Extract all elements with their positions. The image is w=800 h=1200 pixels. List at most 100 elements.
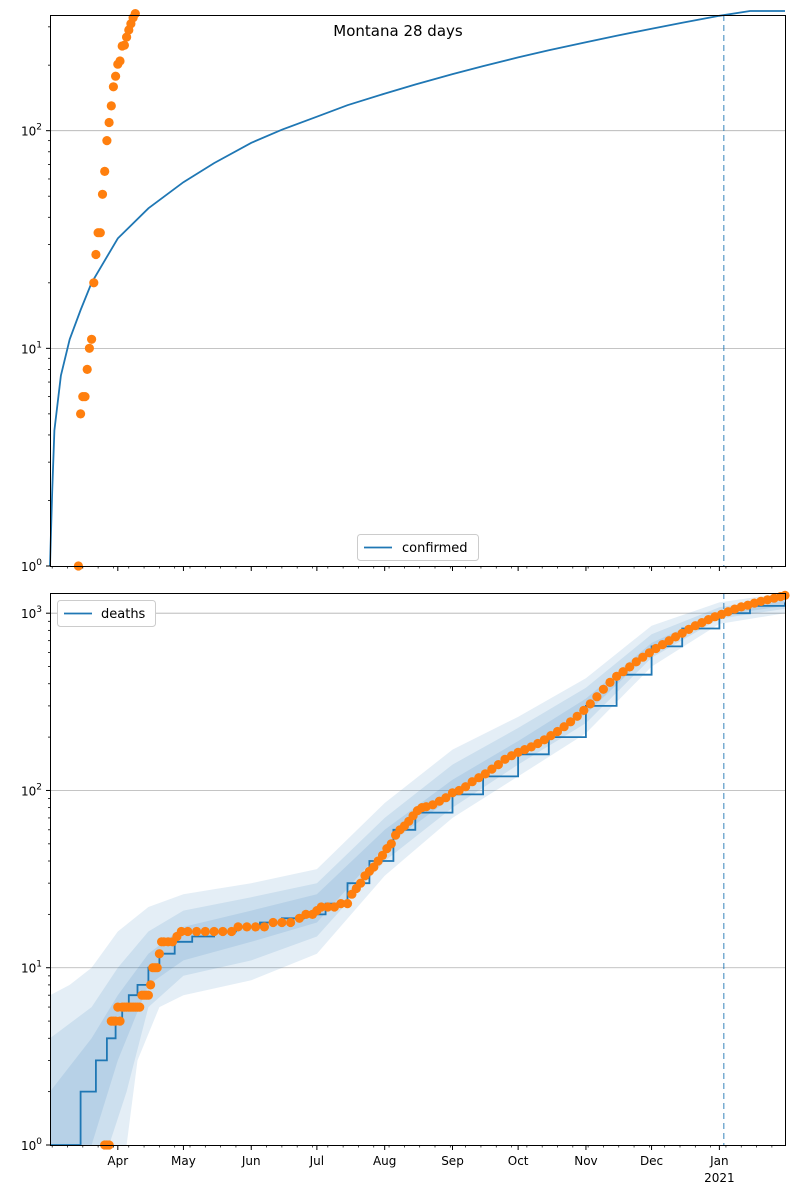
top-legend-label: confirmed: [402, 541, 468, 556]
bottom-data-point: [605, 677, 615, 688]
uncertainty-band-middle: [50, 597, 785, 1145]
bottom-data-point: [612, 671, 622, 682]
bottom-data-point: [143, 990, 153, 1000]
top-data-point: [76, 409, 86, 419]
x-year-label: 2021: [704, 1171, 735, 1185]
top-data-point: [89, 278, 99, 288]
bottom-legend-box: [57, 600, 156, 627]
bottom-data-point: [146, 980, 156, 990]
top-data-point: [91, 249, 101, 260]
bottom-data-point: [218, 926, 228, 937]
top-data-point: [87, 334, 97, 344]
top-data-point: [97, 189, 108, 199]
bottom-data-point: [579, 705, 589, 716]
bottom-data-point: [251, 922, 261, 932]
bottom-data-point: [552, 726, 563, 737]
bottom-data-point: [566, 717, 576, 727]
bottom-data-point: [480, 769, 490, 779]
bottom-data-point: [559, 722, 569, 732]
bottom-data-point: [154, 949, 164, 959]
top-data-point: [102, 136, 112, 146]
bottom-scatter-points: [100, 590, 790, 1150]
bottom-data-point: [152, 963, 162, 973]
bottom-data-point: [441, 793, 451, 803]
x-tick-label: May: [171, 1154, 196, 1168]
bottom-data-point: [386, 839, 396, 849]
bottom-data-point: [316, 902, 326, 912]
top-data-point: [82, 364, 92, 374]
bottom-data-point: [618, 667, 628, 677]
top-series: [49, 10, 785, 567]
bottom-data-point: [115, 1016, 125, 1026]
top-data-point: [119, 40, 129, 50]
x-tick-label: Aug: [373, 1154, 396, 1168]
top-data-point: [80, 392, 90, 402]
x-tick-label: Apr: [107, 1154, 128, 1168]
bottom-data-point: [176, 926, 186, 937]
bottom-data-point: [209, 926, 219, 937]
top-data-point: [84, 343, 94, 353]
bottom-data-point: [323, 902, 333, 912]
bottom-data-point: [342, 899, 353, 909]
bottom-legend-label: deaths: [101, 607, 146, 622]
top-data-point: [95, 228, 105, 238]
top-data-point: [122, 32, 132, 42]
bottom-data-point: [461, 782, 471, 792]
x-tick-label: Jul: [309, 1154, 324, 1168]
top-scatter-points: [73, 9, 140, 571]
x-tick-label: Jan: [709, 1154, 729, 1168]
bottom-data-point: [233, 922, 243, 932]
bottom-data-point: [336, 899, 346, 909]
top-confirmed-line: [49, 10, 785, 567]
bottom-uncertainty-bands: [50, 593, 785, 1145]
bottom-data-point: [286, 917, 296, 928]
bottom-data-point: [356, 878, 366, 888]
x-tick-label: Nov: [574, 1154, 597, 1168]
bottom-data-point: [487, 764, 497, 774]
top-chart-title: Montana 28 days: [333, 22, 463, 40]
bottom-data-point: [227, 926, 237, 937]
bottom-data-point: [135, 1002, 145, 1012]
top-data-point: [106, 101, 116, 111]
bottom-data-point: [242, 922, 252, 932]
bottom-data-point: [598, 684, 609, 694]
bottom-gridlines: [50, 612, 785, 969]
bottom-data-point: [631, 657, 641, 667]
bottom-data-point: [259, 922, 269, 932]
bottom-data-point: [644, 648, 655, 658]
x-tick-label: Dec: [640, 1154, 663, 1168]
bottom-data-point: [268, 917, 278, 928]
bottom-data-point: [301, 909, 311, 920]
bottom-data-point: [200, 926, 210, 937]
top-data-point: [130, 9, 140, 19]
top-data-point: [111, 71, 121, 81]
bottom-data-point: [572, 711, 582, 721]
uncertainty-band-outer: [50, 593, 785, 1145]
bottom-data-point: [467, 777, 477, 787]
bottom-data-point: [183, 926, 193, 937]
x-tick-label: Sep: [441, 1154, 464, 1168]
top-legend: confirmed: [357, 534, 479, 561]
top-data-point: [104, 117, 114, 128]
bottom-data-point: [585, 699, 595, 709]
bottom-data-point: [192, 926, 202, 937]
bottom-data-point: [377, 850, 388, 861]
x-tick-label: Jun: [241, 1154, 261, 1168]
top-plot-frame: [50, 15, 786, 567]
bottom-data-point: [592, 692, 602, 702]
bottom-plot-frame: [50, 593, 786, 1146]
top-data-point: [108, 82, 118, 92]
bottom-data-point: [625, 662, 635, 672]
top-gridlines: [50, 130, 785, 349]
x-tick-label: Oct: [508, 1154, 529, 1168]
bottom-data-point: [539, 735, 550, 745]
bottom-data-point: [546, 731, 556, 741]
bottom-data-point: [638, 652, 648, 662]
top-data-point: [115, 56, 125, 66]
bottom-data-point: [493, 760, 503, 770]
bottom-legend: deaths: [57, 600, 156, 627]
top-data-point: [100, 166, 110, 176]
top-legend-box: [357, 534, 479, 561]
